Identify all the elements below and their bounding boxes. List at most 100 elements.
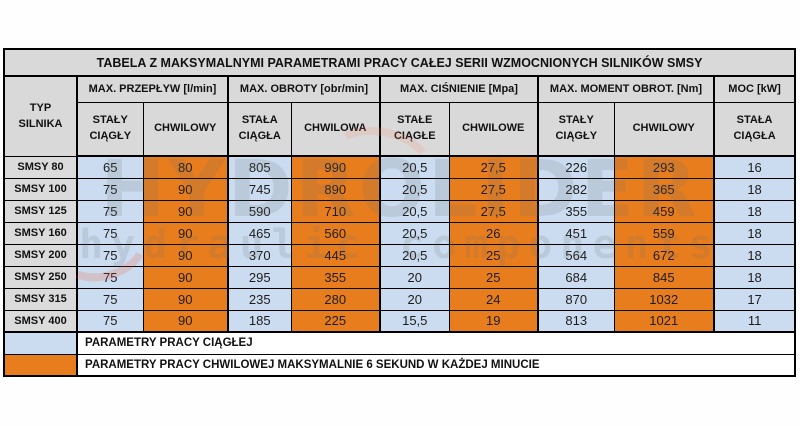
- subcol-cisnienie-chwilowe: CHWILOWE: [448, 101, 539, 157]
- cell-moment-chwilowy: 559: [613, 221, 715, 245]
- cell-cisnienie-chwilowe: 27,5: [448, 177, 539, 201]
- col-group-cisnienie: MAX. CIŚNIENIE [Mpa]: [379, 75, 539, 103]
- cell-moc: 18: [712, 177, 796, 201]
- cell-cisnienie-stale: 20: [379, 265, 450, 289]
- table-row-smsy-125: SMSY 125 75 90 590 710 20,5 27,5 355 459…: [3, 199, 796, 223]
- cell-obroty-stala: 185: [227, 309, 292, 333]
- cell-cisnienie-stale: 20: [379, 287, 450, 311]
- cell-moment-staly: 870: [537, 287, 615, 311]
- cell-cisnienie-chwilowe: 27,5: [448, 155, 539, 179]
- table-row-smsy-80: SMSY 80 65 80 805 990 20,5 27,5 226 293 …: [3, 155, 796, 179]
- motor-parameters-table: TABELA Z MAKSYMALNYMI PARAMETRAMI PRACY …: [3, 48, 797, 377]
- subcol-moment-chwilowy: CHWILOWY: [613, 101, 715, 157]
- cell-cisnienie-chwilowe: 26: [448, 221, 539, 245]
- cell-moment-chwilowy: 365: [613, 177, 715, 201]
- cell-cisnienie-stale: 20,5: [379, 177, 450, 201]
- cell-moc: 11: [712, 309, 796, 333]
- legend-swatch-blue: [3, 331, 78, 355]
- cell-obroty-stala: 295: [227, 265, 292, 289]
- cell-obroty-chwilowa: 560: [290, 221, 381, 245]
- cell-przeplyw-staly: 75: [76, 243, 144, 267]
- cell-przeplyw-staly: 75: [76, 309, 144, 333]
- cell-moment-staly: 355: [537, 199, 615, 223]
- cell-moment-chwilowy: 1032: [613, 287, 715, 311]
- cell-przeplyw-chwilowy: 90: [142, 287, 229, 311]
- cell-moc: 18: [712, 243, 796, 267]
- cell-przeplyw-chwilowy: 90: [142, 265, 229, 289]
- cell-moment-staly: 451: [537, 221, 615, 245]
- subcol-obroty-chwilowa: CHWILOWA: [290, 101, 381, 157]
- cell-obroty-stala: 590: [227, 199, 292, 223]
- cell-przeplyw-staly: 75: [76, 287, 144, 311]
- cell-moc: 18: [712, 265, 796, 289]
- subcol-moc-stala: STAŁA CIĄGŁA: [712, 101, 796, 157]
- cell-moment-chwilowy: 672: [613, 243, 715, 267]
- group-header-row: TYP SILNIKA MAX. PRZEPŁYW [l/min] MAX. O…: [3, 75, 796, 157]
- legend-swatch-orange: [3, 353, 78, 377]
- cell-obroty-chwilowa: 355: [290, 265, 381, 289]
- row-label: SMSY 100: [3, 177, 78, 201]
- cell-moc: 18: [712, 199, 796, 223]
- col-group-moment: MAX. MOMENT OBROT. [Nm]: [537, 75, 715, 103]
- cell-obroty-chwilowa: 710: [290, 199, 381, 223]
- cell-moment-chwilowy: 1021: [613, 309, 715, 333]
- table-row-smsy-250: SMSY 250 75 90 295 355 20 25 684 845 18: [3, 265, 796, 289]
- cell-przeplyw-staly: 75: [76, 199, 144, 223]
- cell-moment-staly: 813: [537, 309, 615, 333]
- legend-row-continuous: PARAMETRY PRACY CIĄGŁEJ: [3, 331, 796, 355]
- row-label: SMSY 315: [3, 287, 78, 311]
- cell-cisnienie-stale: 20,5: [379, 199, 450, 223]
- cell-obroty-chwilowa: 225: [290, 309, 381, 333]
- row-label: SMSY 125: [3, 199, 78, 223]
- row-label: SMSY 160: [3, 221, 78, 245]
- row-label: SMSY 400: [3, 309, 78, 333]
- cell-przeplyw-staly: 75: [76, 265, 144, 289]
- cell-przeplyw-chwilowy: 90: [142, 243, 229, 267]
- cell-cisnienie-stale: 20,5: [379, 155, 450, 179]
- subcol-cisnienie-stale: STAŁE CIĄGŁE: [379, 101, 450, 157]
- cell-cisnienie-stale: 20,5: [379, 243, 450, 267]
- cell-przeplyw-chwilowy: 90: [142, 199, 229, 223]
- legend-row-momentary: PARAMETRY PRACY CHWILOWEJ MAKSYMALNIE 6 …: [3, 353, 796, 377]
- table-title: TABELA Z MAKSYMALNYMI PARAMETRAMI PRACY …: [3, 48, 796, 77]
- subcol-przeplyw-chwilowy: CHWILOWY: [142, 101, 229, 157]
- table-row-smsy-160: SMSY 160 75 90 465 560 20,5 26 451 559 1…: [3, 221, 796, 245]
- cell-obroty-chwilowa: 280: [290, 287, 381, 311]
- cell-moment-staly: 226: [537, 155, 615, 179]
- cell-obroty-stala: 805: [227, 155, 292, 179]
- cell-moment-staly: 282: [537, 177, 615, 201]
- cell-moc: 17: [712, 287, 796, 311]
- cell-przeplyw-chwilowy: 90: [142, 177, 229, 201]
- cell-moment-chwilowy: 293: [613, 155, 715, 179]
- table-row-smsy-400: SMSY 400 75 90 185 225 15,5 19 813 1021 …: [3, 309, 796, 333]
- cell-przeplyw-staly: 65: [76, 155, 144, 179]
- cell-obroty-stala: 465: [227, 221, 292, 245]
- col-header-typ-silnika: TYP SILNIKA: [3, 75, 78, 157]
- cell-cisnienie-stale: 15,5: [379, 309, 450, 333]
- cell-moment-staly: 564: [537, 243, 615, 267]
- cell-moment-chwilowy: 845: [613, 265, 715, 289]
- row-label: SMSY 80: [3, 155, 78, 179]
- cell-obroty-chwilowa: 445: [290, 243, 381, 267]
- cell-przeplyw-chwilowy: 80: [142, 155, 229, 179]
- cell-moment-staly: 684: [537, 265, 615, 289]
- cell-przeplyw-chwilowy: 90: [142, 221, 229, 245]
- row-label: SMSY 250: [3, 265, 78, 289]
- sub-header-row: STAŁY CIĄGŁY CHWILOWY STAŁA CIĄGŁA CHWIL…: [4, 101, 796, 157]
- typ-line1: TYP: [29, 101, 52, 114]
- col-group-przeplyw: MAX. PRZEPŁYW [l/min]: [76, 75, 229, 103]
- cell-cisnienie-chwilowe: 25: [448, 243, 539, 267]
- cell-obroty-stala: 745: [227, 177, 292, 201]
- col-group-obroty: MAX. OBROTY [obr/min]: [227, 75, 381, 103]
- col-group-moc: MOC [kW]: [712, 75, 796, 103]
- cell-moc: 18: [712, 221, 796, 245]
- table-row-smsy-100: SMSY 100 75 90 745 890 20,5 27,5 282 365…: [3, 177, 796, 201]
- cell-obroty-chwilowa: 890: [290, 177, 381, 201]
- subcol-przeplyw-staly: STAŁY CIĄGŁY: [76, 101, 144, 157]
- cell-cisnienie-chwilowe: 27,5: [448, 199, 539, 223]
- cell-obroty-stala: 235: [227, 287, 292, 311]
- table-row-smsy-200: SMSY 200 75 90 370 445 20,5 25 564 672 1…: [3, 243, 796, 267]
- table-row-smsy-315: SMSY 315 75 90 235 280 20 24 870 1032 17: [3, 287, 796, 311]
- cell-obroty-stala: 370: [227, 243, 292, 267]
